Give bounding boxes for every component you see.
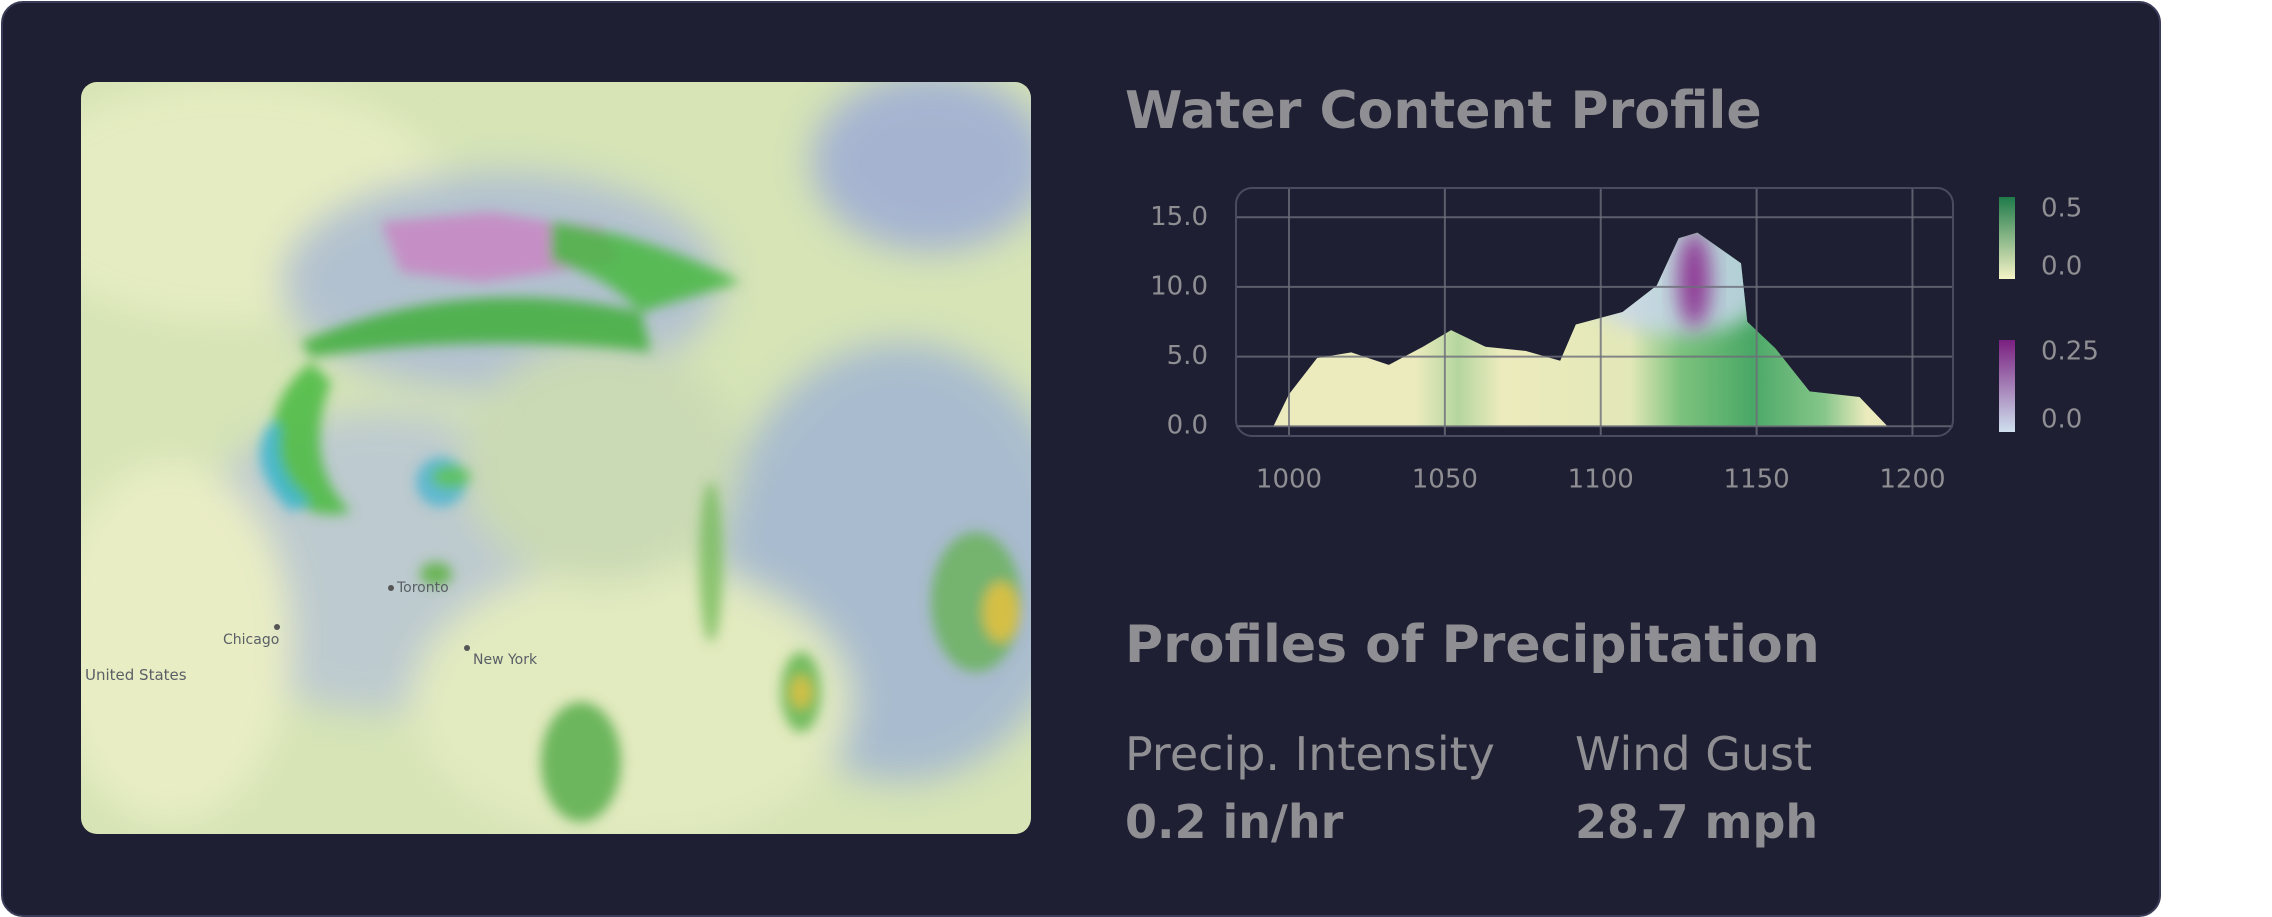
area-layer [1273,232,1888,427]
colorbar-tick-label: 0.0 [2041,405,2082,435]
y-tick-label: 5.0 [1167,341,1208,371]
map-label: New York [473,652,538,668]
y-tick-label: 10.0 [1150,271,1208,301]
y-tick-label: 15.0 [1150,202,1208,232]
colorbar [1999,340,2015,432]
chart-title: Water Content Profile [1125,81,1762,141]
map-label: United States [85,666,187,684]
x-tick-label: 1000 [1256,465,1322,495]
x-tick-label: 1100 [1568,465,1634,495]
colorbar-tick-label: 0.0 [2041,252,2082,282]
stat-value: 28.7 mph [1575,795,1819,849]
map-label: Toronto [396,580,449,596]
chart: 0.0 5.0 10.0 15.0 1000 1050 1100 1150 1200 0.0 0.5… [1150,187,2099,495]
area-fill [1273,232,1888,427]
section-title: Profiles of Precipitation [1125,615,1820,675]
map-label: Chicago [223,632,279,648]
x-tick-label: 1150 [1724,465,1790,495]
card: Toronto Chicago New York United States W… [1,1,2161,917]
y-tick-label: 0.0 [1167,411,1208,441]
stat-label: Precip. Intensity [1125,727,1495,781]
x-tick-label: 1200 [1879,465,1945,495]
colorbar-tick-label: 0.5 [2041,194,2082,224]
colorbar-tick-label: 0.25 [2041,337,2099,367]
weather-map: Toronto Chicago New York United States [81,82,1031,834]
x-tick-label: 1050 [1412,465,1478,495]
plot-frame [1235,187,1954,437]
stat-label: Wind Gust [1575,727,1813,781]
ice-core [1678,232,1711,328]
colorbar [1999,197,2015,279]
stat-value: 0.2 in/hr [1125,795,1344,849]
